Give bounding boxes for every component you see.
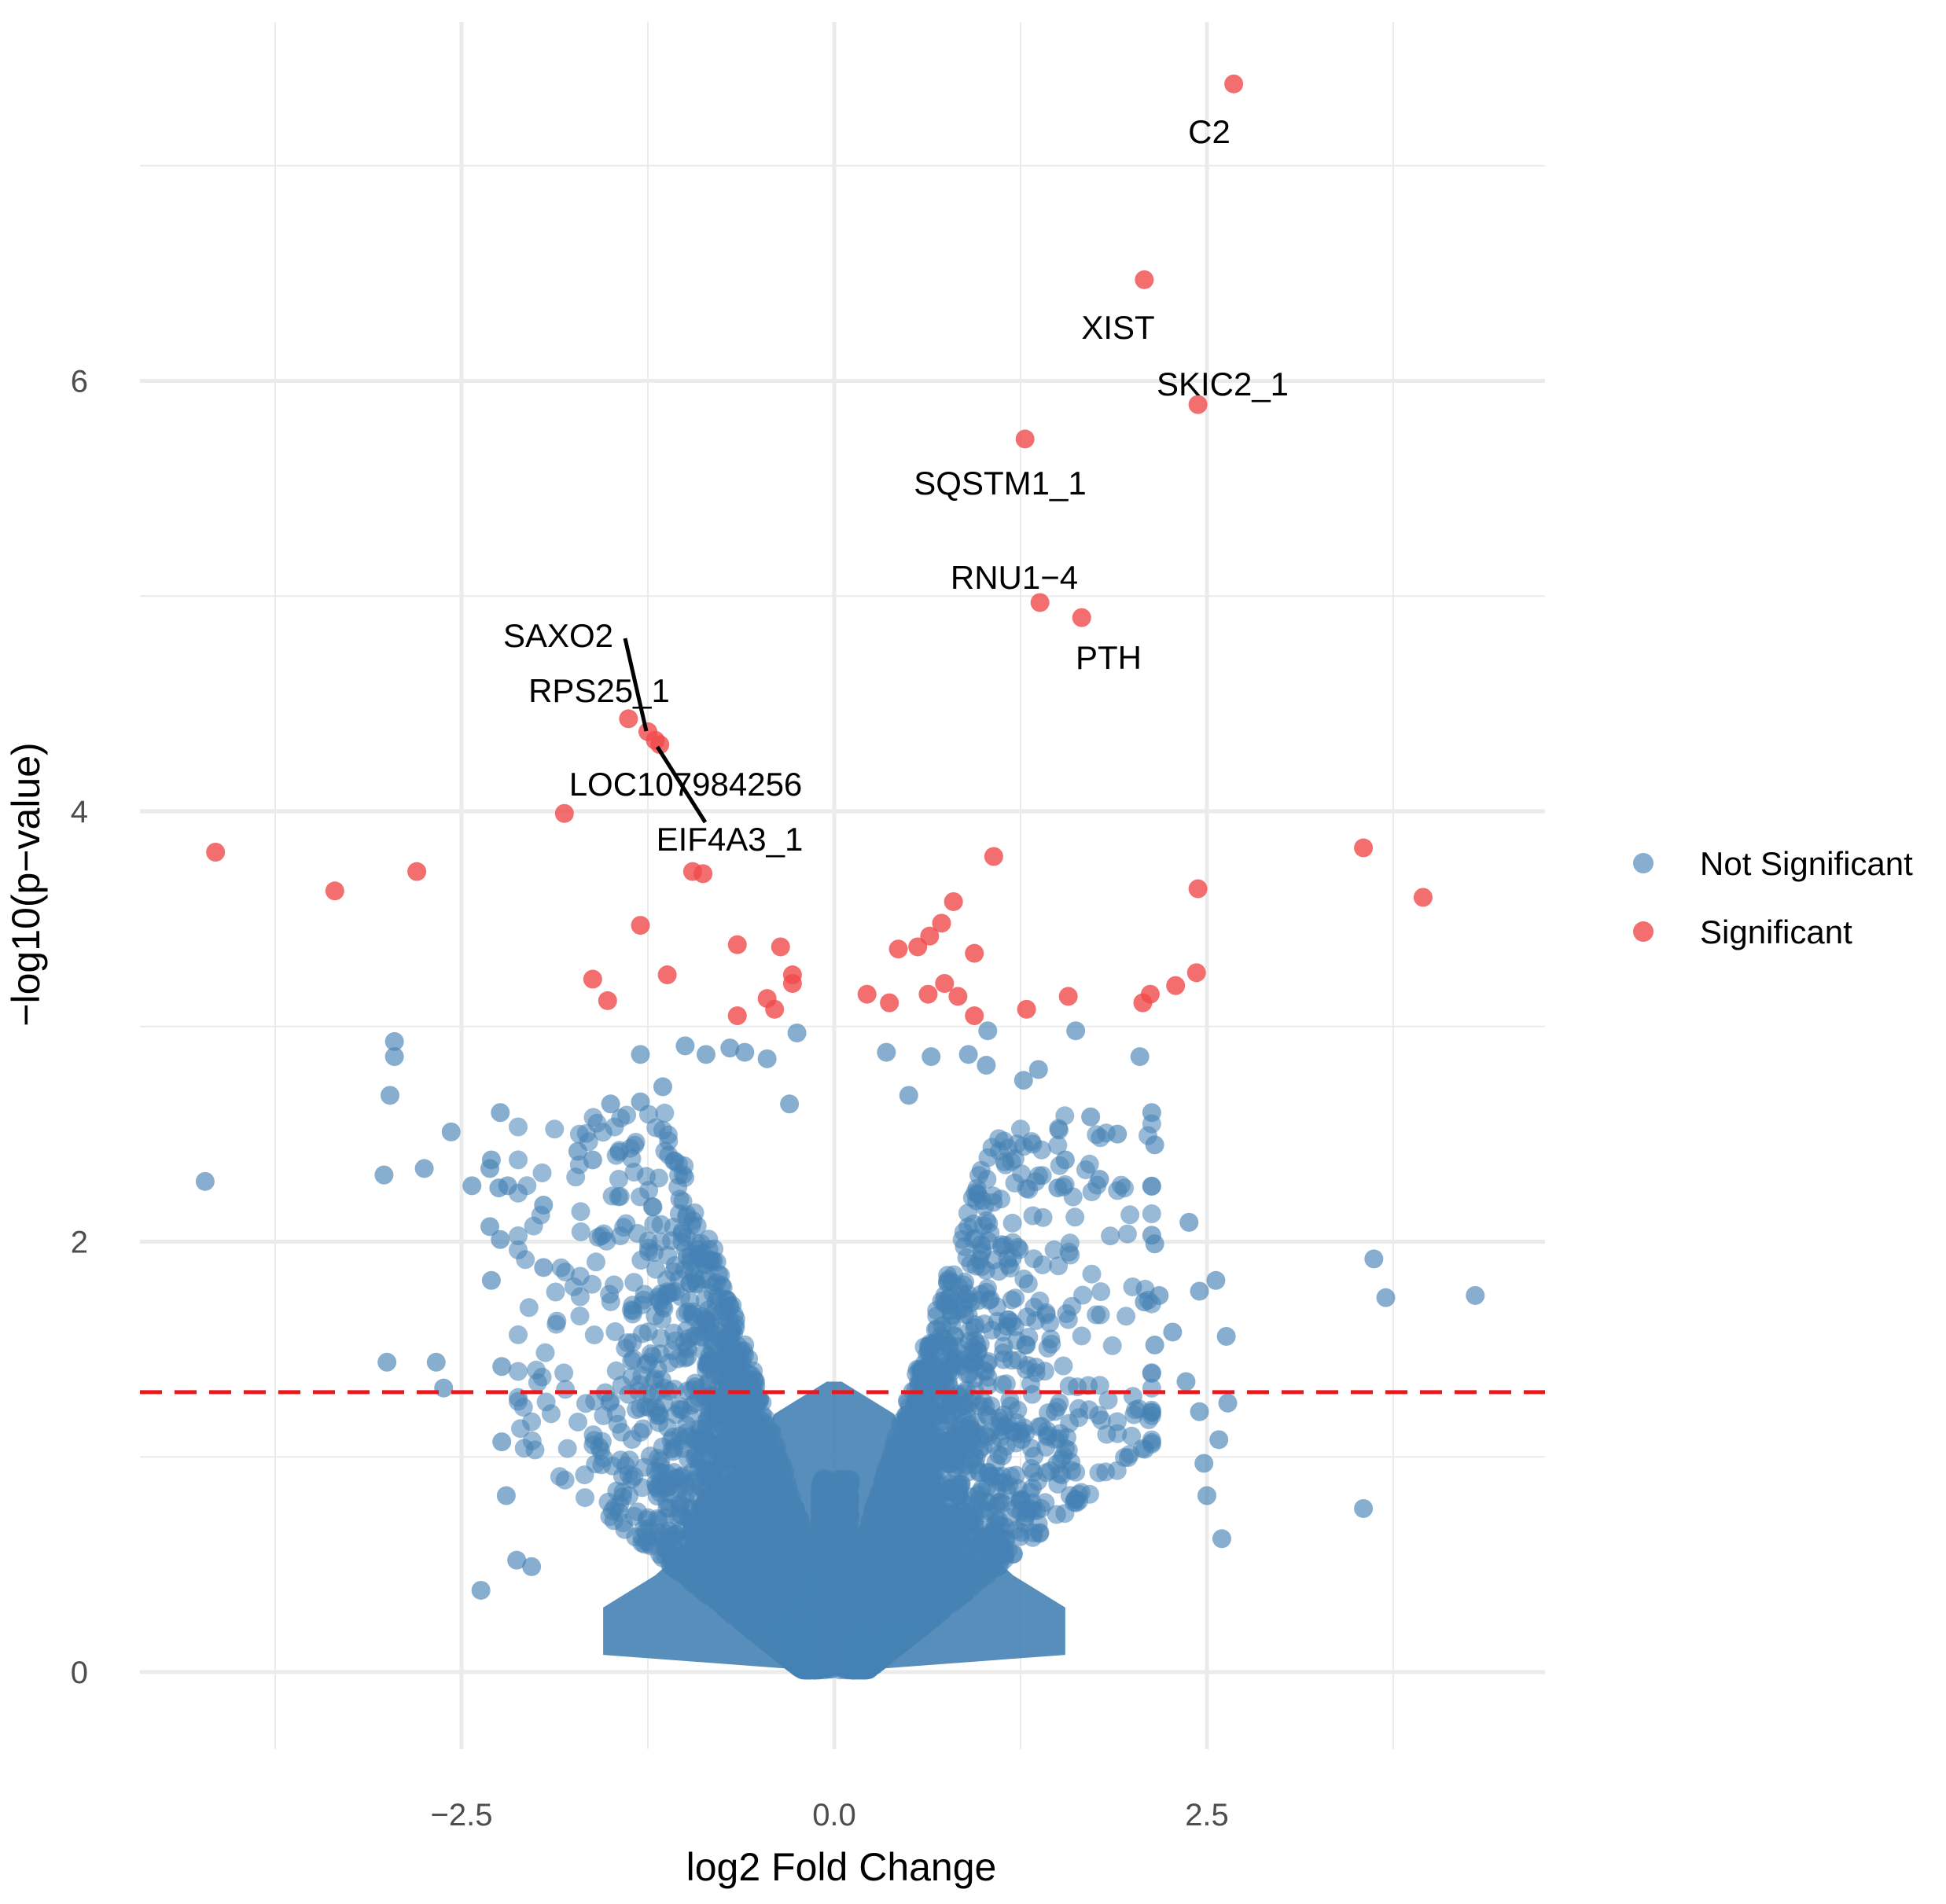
- not-significant-point: [1098, 1391, 1118, 1410]
- not-significant-point: [606, 1361, 626, 1380]
- not-significant-point: [584, 1325, 604, 1345]
- not-significant-point: [1057, 1304, 1076, 1323]
- not-significant-point: [545, 1119, 565, 1139]
- not-significant-point: [1082, 1264, 1102, 1284]
- not-significant-point: [556, 1380, 576, 1399]
- not-significant-point: [993, 1375, 1012, 1395]
- not-significant-point: [1091, 1282, 1111, 1302]
- not-significant-point: [1049, 1256, 1069, 1276]
- not-significant-point: [1091, 1128, 1110, 1148]
- not-significant-point: [1033, 1207, 1053, 1227]
- not-significant-point: [1065, 1207, 1085, 1227]
- not-significant-point: [609, 1170, 628, 1189]
- not-significant-point: [536, 1392, 556, 1412]
- grid-minor: [140, 22, 1545, 1749]
- not-significant-point: [942, 1273, 962, 1292]
- not-significant-point: [655, 1103, 675, 1123]
- not-significant-point: [509, 1226, 528, 1245]
- not-significant-point: [1002, 1213, 1022, 1233]
- not-significant-point: [509, 1325, 528, 1344]
- not-significant-point: [1123, 1277, 1142, 1296]
- not-significant-point: [622, 1351, 642, 1370]
- not-significant-point: [622, 1430, 642, 1450]
- not-significant-point: [656, 1508, 675, 1527]
- not-significant-point: [557, 1439, 577, 1458]
- not-significant-point: [528, 1373, 547, 1392]
- not-significant-point: [1142, 1204, 1161, 1223]
- not-significant-point: [1014, 1269, 1034, 1288]
- not-significant-point: [603, 1456, 623, 1476]
- not-significant-point: [571, 1202, 590, 1222]
- not-significant-point: [1044, 1240, 1064, 1259]
- not-significant-point: [1080, 1484, 1099, 1504]
- not-significant-point: [1087, 1305, 1106, 1325]
- not-significant-point: [1006, 1288, 1025, 1308]
- not-significant-point: [1073, 1285, 1093, 1305]
- not-significant-point: [587, 1252, 605, 1272]
- not-significant-point: [1120, 1205, 1140, 1225]
- not-significant-point: [1122, 1426, 1142, 1446]
- not-significant-point: [570, 1307, 590, 1326]
- not-significant-point: [555, 1470, 575, 1490]
- not-significant-point: [1107, 1461, 1127, 1480]
- not-significant-point: [932, 1291, 951, 1310]
- not-significant-point: [1123, 1387, 1142, 1406]
- not-significant-point: [1116, 1307, 1136, 1326]
- not-significant-point: [1118, 1448, 1138, 1468]
- not-significant-point: [1054, 1356, 1073, 1376]
- not-significant-point: [1102, 1336, 1122, 1355]
- not-significant-point: [554, 1363, 574, 1383]
- not-significant-point: [517, 1176, 537, 1196]
- not-significant-point: [642, 1347, 662, 1366]
- not-significant-point: [1080, 1154, 1099, 1174]
- not-significant-point: [1046, 1402, 1065, 1421]
- not-significant-point: [605, 1322, 625, 1341]
- not-significant-point: [509, 1150, 528, 1170]
- not-significant-point: [653, 1120, 672, 1140]
- not-significant-point: [1117, 1224, 1137, 1244]
- not-significant-point: [617, 1105, 637, 1125]
- not-significant-point: [509, 1117, 528, 1137]
- not-significant-point: [1055, 1504, 1075, 1524]
- not-significant-point: [576, 1488, 594, 1508]
- not-significant-point: [1124, 1405, 1144, 1424]
- not-significant-point: [608, 1414, 627, 1434]
- not-significant-point: [546, 1282, 565, 1302]
- not-significant-point: [980, 1223, 1000, 1243]
- not-significant-point: [547, 1311, 567, 1331]
